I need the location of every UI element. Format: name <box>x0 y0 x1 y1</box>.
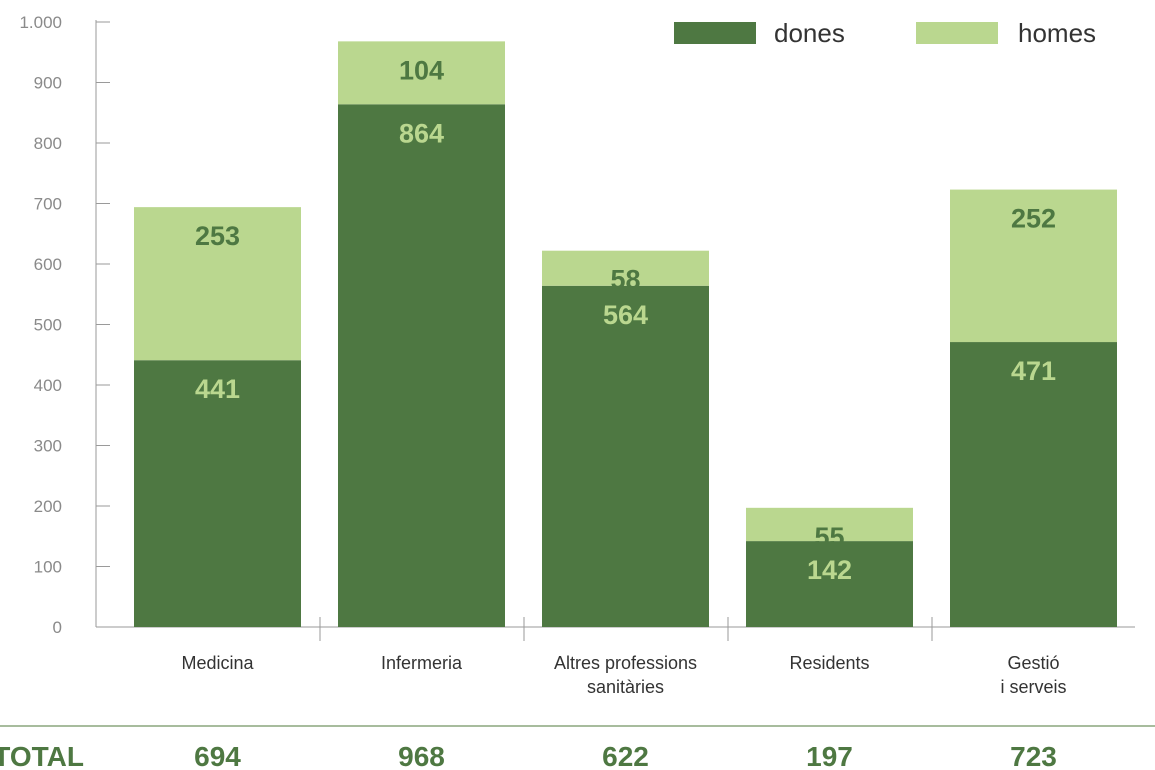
legend-swatch-homes <box>916 22 998 44</box>
total-value: 694 <box>194 741 241 770</box>
total-value: 723 <box>1010 741 1057 770</box>
y-tick-label: 300 <box>34 437 62 456</box>
total-value: 197 <box>806 741 853 770</box>
data-label-homes: 104 <box>399 55 444 85</box>
data-label-dones: 564 <box>603 300 648 330</box>
y-tick-label: 700 <box>34 195 62 214</box>
x-category-label: i serveis <box>1000 677 1066 697</box>
data-label-dones: 864 <box>399 118 444 148</box>
data-label-homes: 58 <box>610 265 640 295</box>
data-label-homes: 252 <box>1011 204 1056 234</box>
total-value: 622 <box>602 741 649 770</box>
bar-homes <box>542 250 709 286</box>
bar-dones <box>950 342 1117 627</box>
total-value: 968 <box>398 741 445 770</box>
y-tick-label: 800 <box>34 134 62 153</box>
bar-homes <box>950 189 1117 343</box>
data-label-homes: 55 <box>814 522 844 552</box>
bar-dones <box>134 360 301 627</box>
y-tick-label: 100 <box>34 558 62 577</box>
data-label-homes: 253 <box>195 221 240 251</box>
x-category-label: Infermeria <box>381 653 463 673</box>
y-tick-label: 0 <box>53 618 62 637</box>
data-label-dones: 471 <box>1011 356 1056 386</box>
x-category-label: sanitàries <box>587 677 664 697</box>
y-tick-label: 1.000 <box>19 13 62 32</box>
y-tick-label: 600 <box>34 255 62 274</box>
bar-dones <box>338 104 505 627</box>
bar-dones <box>746 541 913 627</box>
bar-homes <box>338 41 505 105</box>
total-label: TOTAL <box>0 741 84 770</box>
data-label-dones: 441 <box>195 374 240 404</box>
data-label-dones: 142 <box>807 555 852 585</box>
legend-swatch-dones <box>674 22 756 44</box>
bar-dones <box>542 285 709 627</box>
bar-homes <box>746 507 913 542</box>
x-category-label: Medicina <box>181 653 254 673</box>
x-category-label: Altres professions <box>554 653 697 673</box>
x-category-label: Gestió <box>1007 653 1059 673</box>
y-tick-label: 500 <box>34 316 62 335</box>
legend-label-dones: dones <box>774 18 845 48</box>
y-tick-label: 200 <box>34 497 62 516</box>
y-tick-label: 400 <box>34 376 62 395</box>
y-tick-label: 900 <box>34 74 62 93</box>
legend-label-homes: homes <box>1018 18 1096 48</box>
x-category-label: Residents <box>789 653 869 673</box>
bar-homes <box>134 207 301 361</box>
